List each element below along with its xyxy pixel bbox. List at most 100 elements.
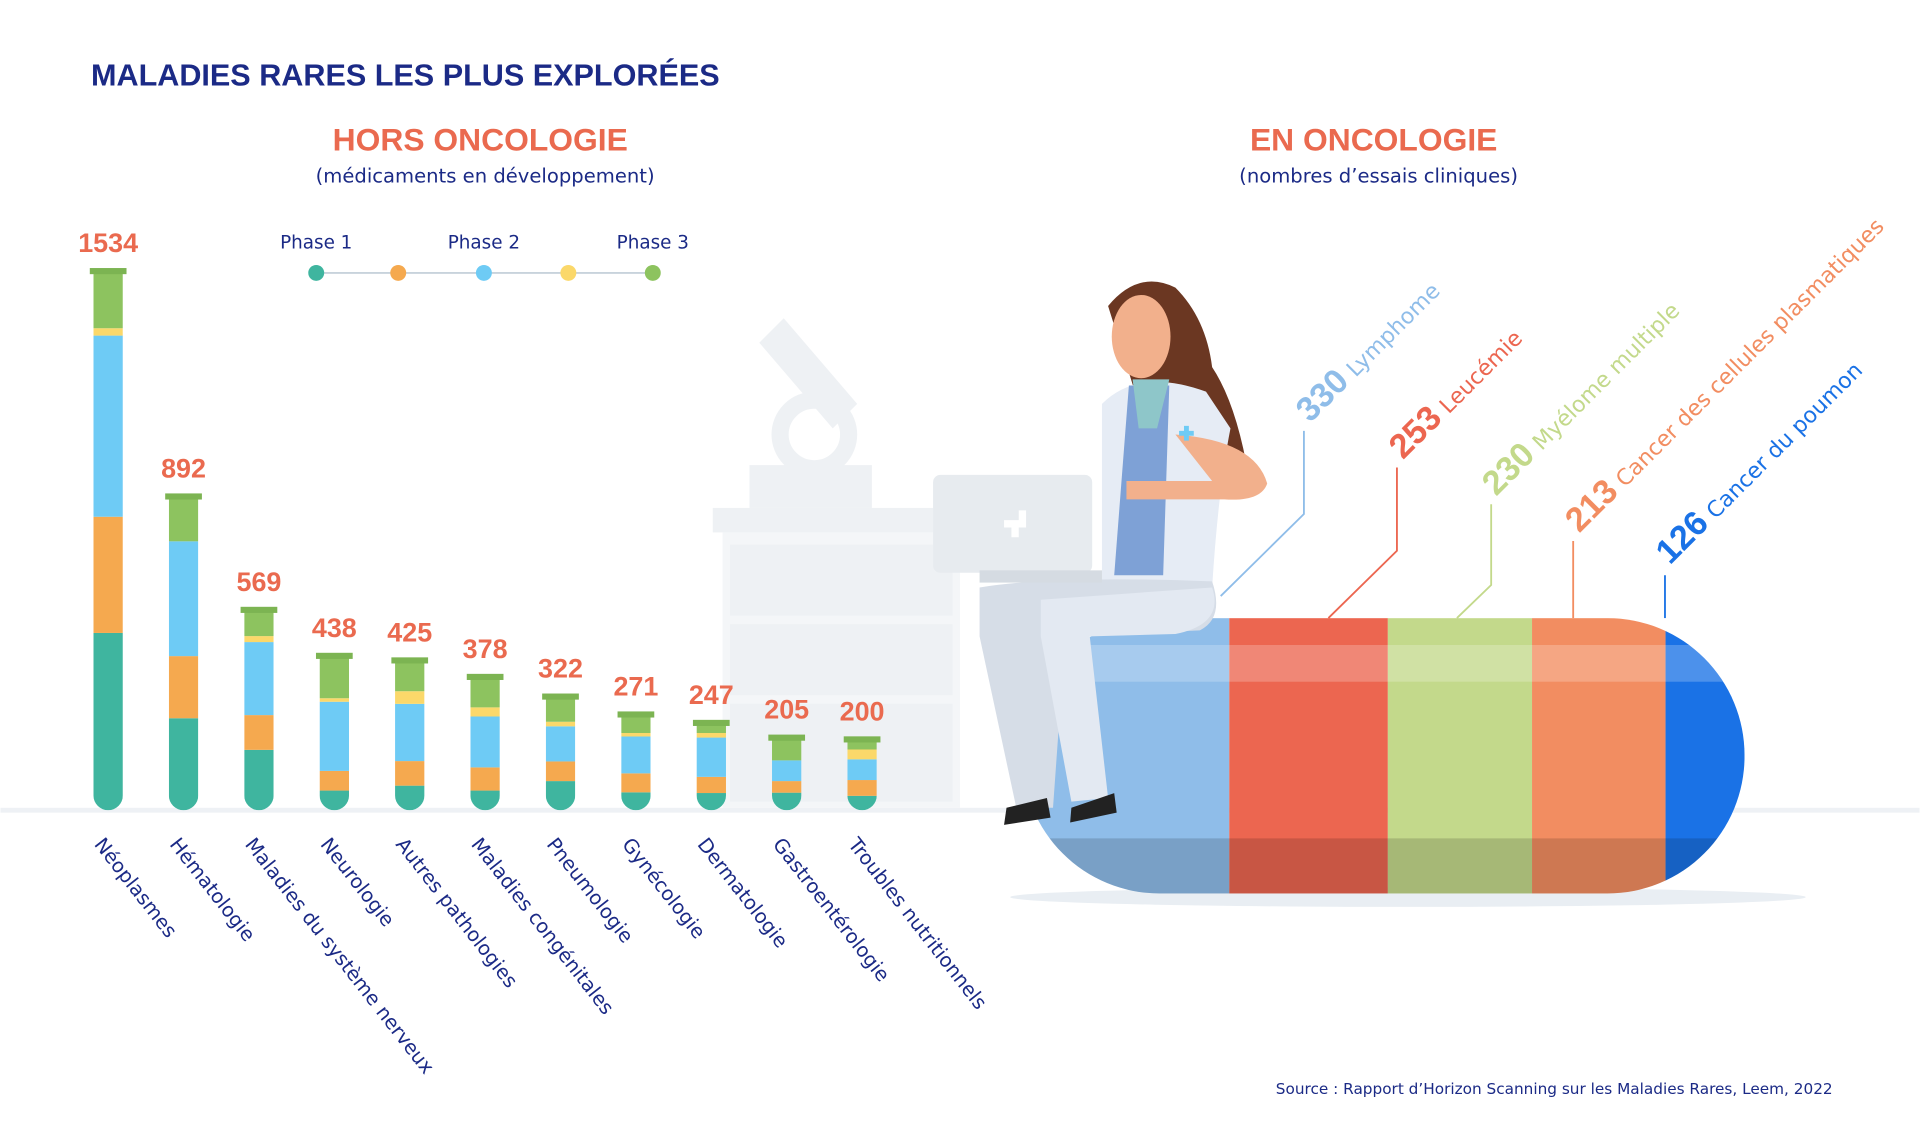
bar-segment	[93, 271, 123, 329]
bar-segment	[319, 656, 350, 699]
bar-segment	[395, 703, 425, 762]
chart-subtitle: (nombres d’essais cliniques)	[1239, 164, 1518, 187]
bar-segment	[168, 497, 199, 542]
bar-cap	[542, 693, 579, 700]
bar-segment	[470, 790, 500, 811]
oncology-label: 230Myélome multiple	[1475, 291, 1687, 503]
total-label: 247	[689, 680, 734, 710]
pill-shade	[1022, 838, 1745, 894]
bar-stack	[470, 677, 500, 811]
bar-stack	[319, 656, 350, 811]
page-title: MALADIES RARES LES PLUS EXPLORÉES	[91, 58, 720, 93]
bar-stack	[244, 610, 274, 811]
category-label: Neurologie	[316, 833, 399, 931]
bar-stack	[621, 715, 651, 811]
category-label: Maladies congénitales	[466, 833, 618, 1019]
bar-segment	[395, 761, 425, 786]
leader-line	[1327, 467, 1398, 619]
bar-stack	[93, 271, 123, 811]
legend-dot	[644, 264, 661, 281]
bar-cap	[315, 652, 353, 659]
legend-dot	[475, 264, 492, 281]
bar-segment	[319, 790, 350, 811]
bar-segment	[621, 732, 651, 737]
total-label: 569	[236, 567, 281, 597]
total-label: 1534	[78, 228, 138, 258]
bar-segment	[847, 740, 877, 750]
bar-segment	[395, 691, 425, 704]
source: Source : Rapport d’Horizon Scanning sur …	[1276, 1080, 1833, 1098]
legend-dot	[390, 264, 407, 281]
bar-segment	[545, 761, 576, 782]
bar-segment	[772, 792, 802, 811]
bar-stack	[772, 738, 802, 811]
pill-segment	[1387, 618, 1533, 894]
total-label: 271	[613, 672, 658, 702]
value-label: 330	[1289, 362, 1356, 429]
bar-segment	[168, 656, 199, 719]
category-label: Lymphome	[1342, 279, 1445, 382]
bar-segment	[772, 738, 802, 761]
pill	[1022, 618, 1745, 894]
legend-label: Phase 1	[280, 232, 352, 253]
total-label: 378	[463, 634, 508, 664]
bar-stack	[847, 740, 877, 811]
total-label: 438	[312, 613, 357, 643]
oncology-label: 126Cancer du poumon	[1649, 350, 1870, 571]
floor	[0, 807, 1920, 813]
bar-segment	[545, 721, 576, 727]
total-label: 200	[840, 696, 885, 726]
bar-stack	[395, 661, 425, 811]
bar-cap	[165, 493, 202, 500]
bar-stack	[696, 723, 726, 811]
bar-segment	[319, 770, 350, 791]
bar-segment	[696, 776, 726, 794]
bar-segment	[545, 697, 576, 722]
total-label: 892	[161, 454, 206, 484]
chart-title: HORS ONCOLOGIE	[333, 122, 628, 158]
bar-segment	[696, 793, 726, 811]
bar-segment	[470, 677, 500, 708]
bar-segment	[395, 785, 425, 811]
legend-label: Phase 3	[617, 232, 689, 253]
bar-segment	[244, 642, 274, 716]
bar-cap	[466, 673, 504, 680]
bar-segment	[772, 760, 802, 782]
bar-segment	[319, 698, 350, 702]
pill-highlight	[1022, 645, 1745, 682]
bar-segment	[847, 759, 877, 781]
bar-segment	[244, 636, 274, 643]
bar-cap	[89, 268, 127, 275]
bar-segment	[621, 792, 651, 811]
bar-segment	[696, 737, 726, 777]
bar-segment	[621, 773, 651, 793]
bar-segment	[847, 780, 877, 796]
bar-segment	[93, 328, 123, 336]
bar-segment	[244, 715, 274, 750]
bar-segment	[470, 707, 500, 717]
bar-stack	[168, 497, 199, 811]
bar-segment	[395, 661, 425, 692]
bar-segment	[319, 701, 350, 771]
total-label: 205	[764, 695, 809, 725]
bar-segment	[545, 726, 576, 762]
bar-segment	[93, 632, 123, 811]
chart-layer: Phase 1 Phase 2 Phase 31534Néoplasmes892Hé…	[78, 214, 1889, 1078]
value-label: 230	[1475, 435, 1542, 502]
value-label: 213	[1558, 472, 1625, 539]
value-label: 253	[1382, 399, 1449, 466]
bar-segment	[470, 716, 500, 768]
leader-line	[1456, 504, 1493, 619]
bar-segment	[93, 516, 123, 633]
bar-segment	[696, 723, 726, 733]
category-label: Cancer des cellules plasmatiques	[1611, 214, 1889, 492]
bar-cap	[391, 657, 429, 664]
bar-stack	[545, 697, 576, 811]
pill-segment	[1229, 618, 1388, 894]
legend-dot	[560, 264, 577, 281]
bar-cap	[240, 606, 278, 613]
bar-segment	[847, 795, 877, 811]
bar-segment	[168, 718, 199, 811]
